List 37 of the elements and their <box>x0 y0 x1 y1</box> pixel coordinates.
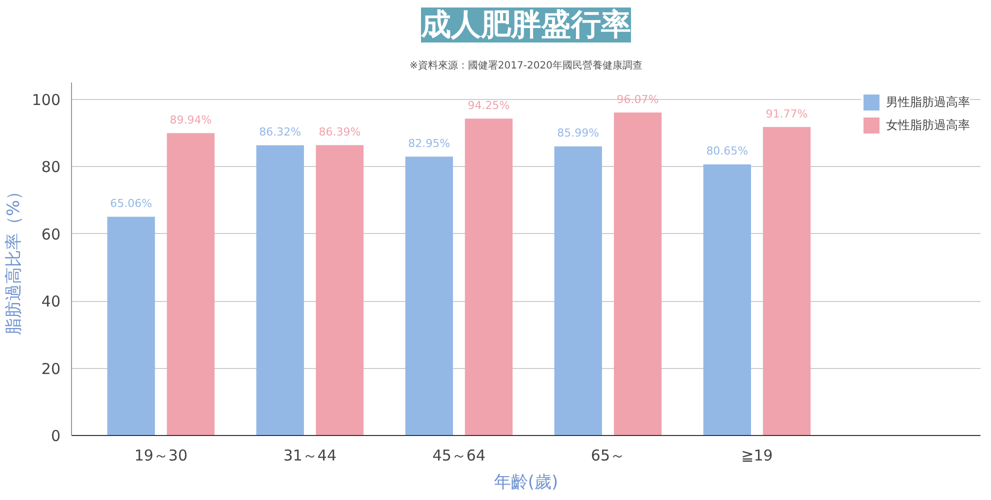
data-label: 96.07% <box>616 92 659 106</box>
bar <box>762 126 811 436</box>
bar <box>554 146 602 436</box>
y-tick-label: 40 <box>41 292 61 311</box>
bar <box>703 164 752 436</box>
bar <box>464 118 513 436</box>
x-tick-label: 65～ <box>590 446 626 464</box>
y-tick-label: 20 <box>41 360 61 378</box>
x-tick-label: ≧19 <box>741 446 773 464</box>
bar <box>316 145 364 436</box>
legend-label: 女性脂肪過高率 <box>886 116 970 134</box>
data-label: 86.32% <box>259 126 302 139</box>
y-tick-label: 60 <box>41 225 61 244</box>
bar <box>107 216 155 436</box>
data-label: 85.99% <box>557 126 600 140</box>
y-tick-label: 0 <box>50 427 61 445</box>
y-axis-title: 脂肪過高比率（%） <box>4 182 24 336</box>
data-label: 94.25% <box>468 98 510 112</box>
bar <box>614 112 662 436</box>
y-tick-label: 80 <box>41 158 61 176</box>
bar <box>256 145 304 436</box>
data-label: 80.65% <box>706 144 748 158</box>
chart-subtitle: ※資料來源：國健署2017-2020年國民營養健康調查 <box>410 60 642 72</box>
x-tick-label: 31～44 <box>283 446 337 464</box>
bar <box>405 156 453 436</box>
data-label: 82.95% <box>408 136 450 150</box>
x-tick-label: 19～30 <box>134 446 188 464</box>
legend-label: 男性脂肪過高率 <box>886 94 970 110</box>
data-label: 65.06% <box>110 197 152 210</box>
y-tick-label: 100 <box>32 90 61 109</box>
x-axis-title: 年齡(歲) <box>494 472 558 492</box>
data-label: 91.77% <box>766 107 808 120</box>
chart-title: 成人肥胖盛行率 <box>420 8 631 42</box>
data-label: 86.39% <box>318 125 361 138</box>
bar <box>166 133 215 436</box>
x-tick-label: 45～64 <box>432 446 486 464</box>
data-label: 89.94% <box>170 113 212 126</box>
